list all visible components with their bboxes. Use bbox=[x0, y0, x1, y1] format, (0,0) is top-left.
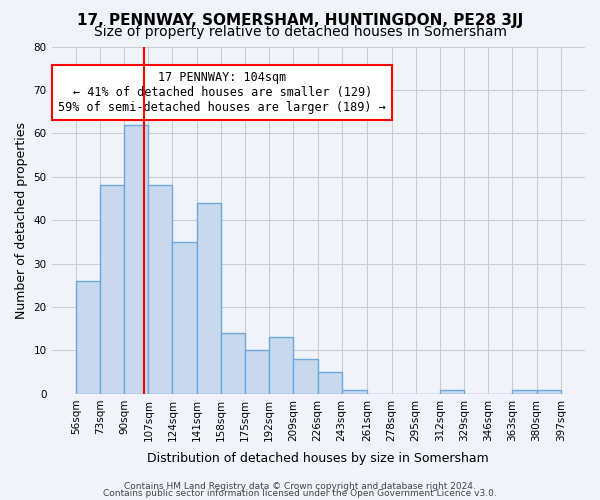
Text: 17, PENNWAY, SOMERSHAM, HUNTINGDON, PE28 3JJ: 17, PENNWAY, SOMERSHAM, HUNTINGDON, PE28… bbox=[77, 12, 523, 28]
Bar bbox=[172, 242, 197, 394]
Bar bbox=[512, 390, 536, 394]
Text: Contains HM Land Registry data © Crown copyright and database right 2024.: Contains HM Land Registry data © Crown c… bbox=[124, 482, 476, 491]
X-axis label: Distribution of detached houses by size in Somersham: Distribution of detached houses by size … bbox=[148, 452, 489, 465]
Text: Contains public sector information licensed under the Open Government Licence v3: Contains public sector information licen… bbox=[103, 489, 497, 498]
Bar bbox=[100, 186, 124, 394]
Bar bbox=[124, 124, 148, 394]
Bar bbox=[197, 203, 221, 394]
Text: 17 PENNWAY: 104sqm
← 41% of detached houses are smaller (129)
59% of semi-detach: 17 PENNWAY: 104sqm ← 41% of detached hou… bbox=[58, 71, 386, 114]
Bar bbox=[293, 359, 317, 394]
Bar bbox=[269, 338, 293, 394]
Bar bbox=[148, 186, 172, 394]
Bar bbox=[245, 350, 269, 394]
Text: Size of property relative to detached houses in Somersham: Size of property relative to detached ho… bbox=[94, 25, 506, 39]
Bar bbox=[440, 390, 464, 394]
Bar bbox=[536, 390, 561, 394]
Bar bbox=[76, 281, 100, 394]
Bar bbox=[317, 372, 342, 394]
Bar bbox=[221, 333, 245, 394]
Bar bbox=[342, 390, 367, 394]
Y-axis label: Number of detached properties: Number of detached properties bbox=[15, 122, 28, 318]
